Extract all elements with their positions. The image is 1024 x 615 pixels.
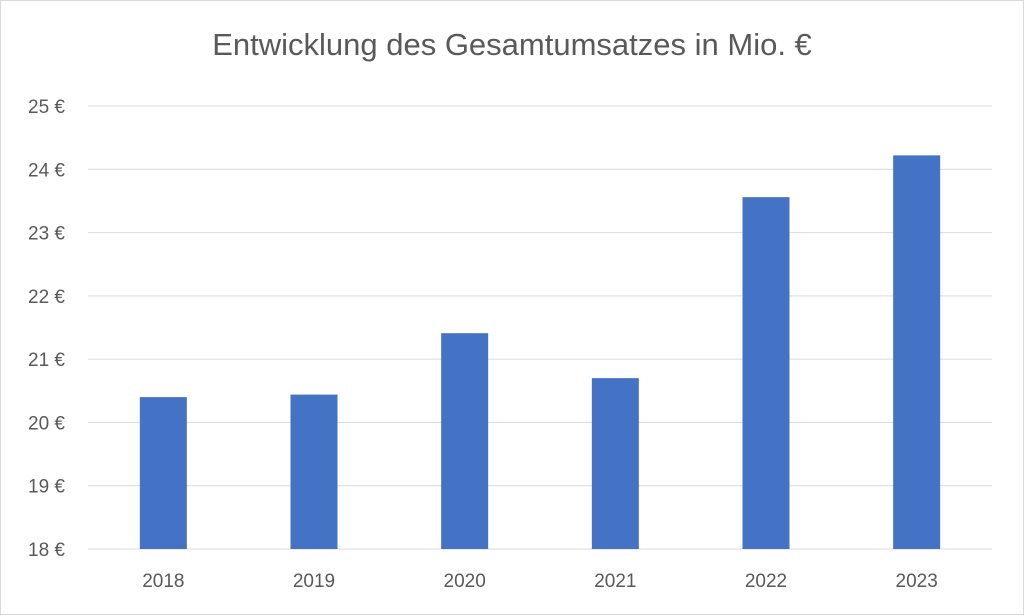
bar-2021 [591, 378, 639, 549]
x-tick-label-2022: 2022 [745, 571, 787, 592]
bar-2023 [893, 155, 941, 549]
bar-2020 [441, 333, 489, 549]
x-tick-label-2021: 2021 [594, 571, 636, 592]
y-tick-label-19: 19 € [28, 477, 65, 498]
y-tick-label-24: 24 € [28, 160, 65, 181]
y-tick-label-23: 23 € [28, 224, 65, 245]
y-tick-label-20: 20 € [28, 413, 65, 434]
x-tick-label-2020: 2020 [444, 571, 486, 592]
bar-2019 [290, 394, 338, 549]
x-tick-label-2019: 2019 [293, 571, 335, 592]
y-tick-label-21: 21 € [28, 350, 65, 371]
x-tick-label-2018: 2018 [142, 571, 184, 592]
chart-title: Entwicklung des Gesamtumsatzes in Mio. € [212, 27, 812, 62]
bar-2022 [742, 197, 790, 550]
y-tick-label-25: 25 € [28, 97, 65, 118]
bar-2018 [139, 397, 187, 549]
x-tick-label-2023: 2023 [896, 571, 938, 592]
y-tick-label-18: 18 € [28, 540, 65, 561]
y-tick-label-22: 22 € [28, 287, 65, 308]
